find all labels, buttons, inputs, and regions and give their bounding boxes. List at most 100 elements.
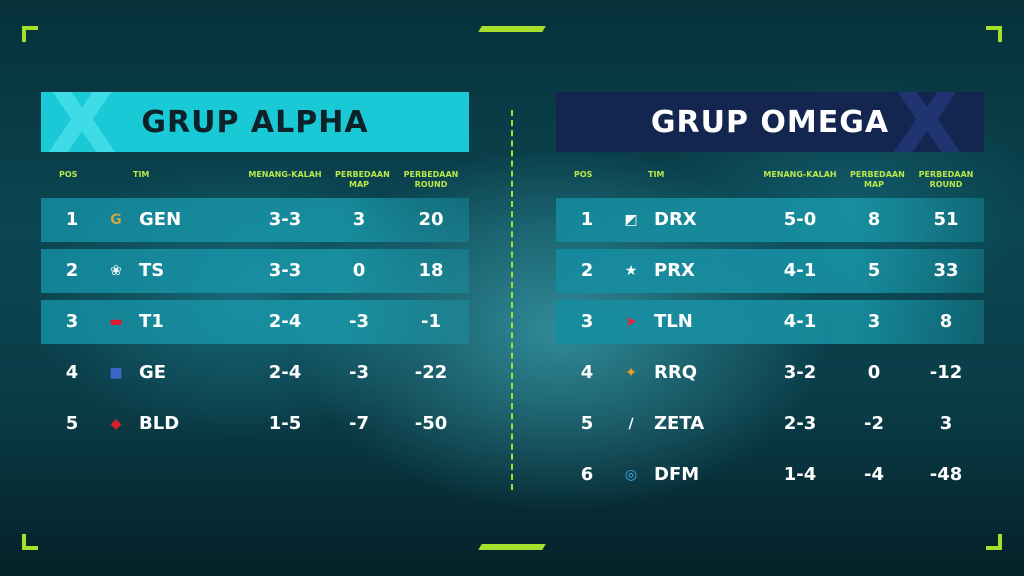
row-position: 3 bbox=[65, 311, 79, 332]
row-position: 6 bbox=[580, 464, 594, 485]
table-row: 5 ∕ ZETA 2-3 -2 3 bbox=[556, 402, 984, 446]
banner-x-mark: X bbox=[45, 92, 120, 152]
corner-bracket-bottom-right bbox=[986, 534, 1002, 550]
row-position: 4 bbox=[65, 362, 79, 383]
table-row: 2 ❀ TS 3-3 0 18 bbox=[41, 249, 469, 293]
row-team-name: TS bbox=[139, 260, 165, 281]
row-position: 5 bbox=[580, 413, 594, 434]
header-pos: POS bbox=[59, 170, 78, 179]
row-team-name: DRX bbox=[654, 209, 697, 230]
row-win-loss: 3-2 bbox=[783, 362, 817, 383]
corner-bracket-top-left bbox=[22, 26, 38, 42]
row-win-loss: 2-3 bbox=[783, 413, 817, 434]
row-round-diff: 20 bbox=[418, 209, 444, 230]
group-alpha-title: GRUP ALPHA bbox=[141, 104, 369, 140]
table-row: 3 ➤ TLN 4-1 3 8 bbox=[556, 300, 984, 344]
header-round-diff: PERBEDAAN ROUND bbox=[401, 170, 461, 190]
row-map-diff: 8 bbox=[867, 209, 881, 230]
row-position: 5 bbox=[65, 413, 79, 434]
dfm-logo-icon: ◎ bbox=[624, 467, 638, 483]
row-win-loss: 3-3 bbox=[268, 260, 302, 281]
header-map-line2: MAP bbox=[863, 180, 884, 189]
row-win-loss: 1-5 bbox=[268, 413, 302, 434]
table-row: 4 ■ GE 2-4 -3 -22 bbox=[41, 351, 469, 395]
t1-logo-icon: ▬ bbox=[109, 314, 123, 330]
standings-rows: 1 ◩ DRX 5-0 8 51 2 ★ PRX 4-1 5 33 3 ➤ TLN 4-1 3 8 4 ✦ RRQ 3-2… bbox=[556, 198, 984, 497]
table-row: 5 ◆ BLD 1-5 -7 -50 bbox=[41, 402, 469, 446]
row-map-diff: -2 bbox=[864, 413, 884, 434]
table-row: 2 ★ PRX 4-1 5 33 bbox=[556, 249, 984, 293]
row-win-loss: 4-1 bbox=[783, 311, 817, 332]
header-round-diff: PERBEDAAN ROUND bbox=[916, 170, 976, 190]
header-round-line2: ROUND bbox=[929, 180, 963, 189]
header-map-line1: PERBEDAAN bbox=[850, 170, 905, 179]
group-divider bbox=[511, 110, 513, 490]
row-round-diff: 33 bbox=[933, 260, 959, 281]
row-win-loss: 2-4 bbox=[268, 362, 302, 383]
zeta-logo-icon: ∕ bbox=[628, 416, 634, 432]
row-map-diff: 3 bbox=[867, 311, 881, 332]
row-round-diff: -22 bbox=[414, 362, 448, 383]
row-team-name: RRQ bbox=[654, 362, 698, 383]
header-map-diff: PERBEDAAN MAP bbox=[850, 170, 905, 190]
row-position: 1 bbox=[580, 209, 594, 230]
table-row: 3 ▬ T1 2-4 -3 -1 bbox=[41, 300, 469, 344]
row-round-diff: 3 bbox=[939, 413, 953, 434]
group-alpha-banner: X GRUP ALPHA bbox=[41, 92, 469, 152]
group-omega-title: GRUP OMEGA bbox=[650, 104, 890, 140]
header-round-line1: PERBEDAAN bbox=[918, 170, 974, 179]
row-map-diff: 3 bbox=[352, 209, 366, 230]
row-round-diff: -48 bbox=[929, 464, 963, 485]
gen-logo-icon: G bbox=[110, 212, 122, 228]
row-position: 4 bbox=[580, 362, 594, 383]
row-map-diff: 5 bbox=[867, 260, 881, 281]
row-win-loss: 5-0 bbox=[783, 209, 817, 230]
banner-x-mark: X bbox=[889, 92, 964, 152]
row-team-name: T1 bbox=[139, 311, 164, 332]
standings-header: POS TIM MENANG-KALAH PERBEDAAN MAP PERBED… bbox=[41, 168, 469, 198]
rrq-logo-icon: ✦ bbox=[625, 365, 637, 381]
row-map-diff: 0 bbox=[867, 362, 881, 383]
header-round-line2: ROUND bbox=[414, 180, 448, 189]
row-win-loss: 2-4 bbox=[268, 311, 302, 332]
row-win-loss: 1-4 bbox=[783, 464, 817, 485]
row-team-name: ZETA bbox=[654, 413, 705, 434]
row-team-name: PRX bbox=[654, 260, 695, 281]
row-team-name: BLD bbox=[139, 413, 180, 434]
row-team-name: DFM bbox=[654, 464, 700, 485]
row-map-diff: -3 bbox=[349, 362, 369, 383]
table-row: 4 ✦ RRQ 3-2 0 -12 bbox=[556, 351, 984, 395]
row-round-diff: -12 bbox=[929, 362, 963, 383]
row-position: 2 bbox=[65, 260, 79, 281]
bld-logo-icon: ◆ bbox=[110, 416, 122, 432]
group-alpha-standings: X GRUP ALPHA POS TIM MENANG-KALAH PERBED… bbox=[41, 92, 469, 453]
table-row: 1 G GEN 3-3 3 20 bbox=[41, 198, 469, 242]
row-position: 1 bbox=[65, 209, 79, 230]
group-omega-banner: X GRUP OMEGA bbox=[556, 92, 984, 152]
drx-logo-icon: ◩ bbox=[624, 212, 638, 228]
corner-bracket-top-right bbox=[986, 26, 1002, 42]
prx-logo-icon: ★ bbox=[624, 263, 638, 279]
standings-rows: 1 G GEN 3-3 3 20 2 ❀ TS 3-3 0 18 3 ▬ T1 2-4 -3 -1 4 ■ GE 2-4 -… bbox=[41, 198, 469, 446]
row-win-loss: 4-1 bbox=[783, 260, 817, 281]
row-position: 2 bbox=[580, 260, 594, 281]
table-row: 6 ◎ DFM 1-4 -4 -48 bbox=[556, 453, 984, 497]
corner-bracket-bottom-left bbox=[22, 534, 38, 550]
header-map-diff: PERBEDAAN MAP bbox=[335, 170, 390, 190]
header-map-line1: PERBEDAAN bbox=[335, 170, 390, 179]
row-map-diff: 0 bbox=[352, 260, 366, 281]
header-win-loss: MENANG-KALAH bbox=[248, 170, 322, 179]
ts-logo-icon: ❀ bbox=[110, 263, 122, 279]
header-round-line1: PERBEDAAN bbox=[403, 170, 459, 179]
top-accent-bar bbox=[478, 26, 546, 32]
header-team: TIM bbox=[648, 170, 665, 179]
row-round-diff: 8 bbox=[939, 311, 953, 332]
row-round-diff: -50 bbox=[414, 413, 448, 434]
tln-logo-icon: ➤ bbox=[625, 314, 637, 330]
header-team: TIM bbox=[133, 170, 150, 179]
header-pos: POS bbox=[574, 170, 593, 179]
row-round-diff: -1 bbox=[421, 311, 441, 332]
header-map-line2: MAP bbox=[348, 180, 369, 189]
row-team-name: TLN bbox=[654, 311, 693, 332]
row-map-diff: -3 bbox=[349, 311, 369, 332]
